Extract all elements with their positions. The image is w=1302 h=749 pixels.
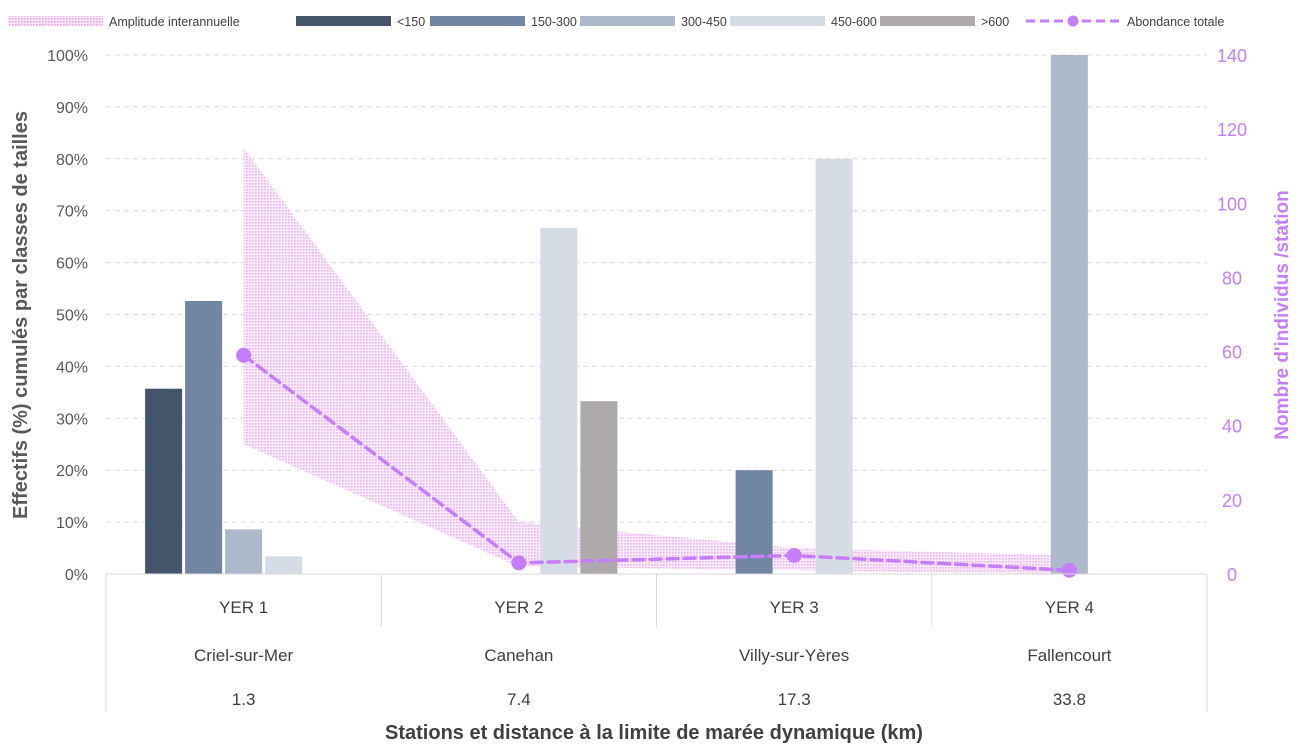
- legend-swatch-marker: [1067, 15, 1079, 27]
- legend-label: >600: [981, 15, 1009, 29]
- bar: [815, 158, 853, 575]
- y-right-tick-label: 20: [1222, 491, 1242, 511]
- bar: [145, 388, 183, 574]
- y-right-tick-label: 140: [1217, 46, 1247, 66]
- abundance-point: [786, 547, 802, 563]
- y-left-tick-label: 10%: [56, 515, 88, 532]
- y-right-axis-title: Nombre d'individus /station: [1272, 190, 1293, 439]
- legend-swatch-bar: [430, 16, 525, 26]
- y-left-tick-label: 70%: [56, 204, 88, 221]
- legend-label: Abondance totale: [1127, 15, 1224, 29]
- category-distance-label: 33.8: [1053, 690, 1086, 709]
- category-place-label: Villy-sur-Yères: [739, 646, 849, 665]
- amplitude-band: [243, 147, 1070, 574]
- category-place-label: Fallencourt: [1027, 646, 1111, 665]
- legend-swatch-bar: [580, 16, 675, 26]
- category-station-label: YER 1: [219, 598, 268, 617]
- y-left-tick-label: 60%: [56, 256, 88, 273]
- abundance-line: [241, 353, 1072, 573]
- legend-swatch-amplitude: [8, 16, 103, 26]
- legend-swatch-bar: [296, 16, 391, 26]
- y-left-tick-label: 20%: [56, 463, 88, 480]
- category-station-label: YER 4: [1045, 598, 1094, 617]
- bar: [1050, 55, 1088, 574]
- legend-swatch-bar: [730, 16, 825, 26]
- y-left-tick-label: 40%: [56, 359, 88, 376]
- bar: [265, 556, 303, 574]
- y-right-tick-label: 120: [1217, 120, 1247, 140]
- y-left-tick-label: 0%: [65, 567, 88, 584]
- y-left-tick-label: 30%: [56, 411, 88, 428]
- category-station-label: YER 3: [770, 598, 819, 617]
- axis-layer: 0% 10% 20% 30% 40% 50% 60% 70% 80% 90% 100% 0 20 40 60…: [47, 46, 1247, 712]
- category-distance-label: 7.4: [507, 690, 531, 709]
- category-distance-label: 1.3: [232, 690, 256, 709]
- abundance-point: [236, 347, 252, 363]
- bar: [185, 301, 223, 574]
- category-place-label: Criel-sur-Mer: [194, 646, 294, 665]
- legend-label: 150-300: [531, 15, 577, 29]
- bar-layer: [145, 55, 1088, 575]
- bar: [540, 227, 578, 574]
- legend-label: Amplitude interannuelle: [109, 15, 240, 29]
- y-left-tick-label: 50%: [56, 308, 88, 325]
- category-distance-label: 17.3: [778, 690, 811, 709]
- line-layer: [236, 347, 1077, 578]
- y-left-tick-label: 100%: [47, 48, 88, 65]
- y-right-tick-label: 100: [1217, 194, 1247, 214]
- y-right-tick-label: 60: [1222, 343, 1242, 363]
- y-left-axis-title: Effectifs (%) cumulés par classes de tai…: [10, 111, 32, 519]
- legend-layer: Amplitude interannuelle <150 150-300 300-45…: [8, 15, 1224, 29]
- range-layer: [243, 147, 1070, 574]
- legend-label: <150: [397, 15, 425, 29]
- y-right-tick-label: 0: [1227, 565, 1237, 585]
- x-axis-title: Stations et distance à la limite de maré…: [385, 722, 923, 744]
- y-right-tick-label: 40: [1222, 417, 1242, 437]
- abundance-point: [1061, 562, 1077, 578]
- y-left-tick-label: 80%: [56, 152, 88, 169]
- abundance-point: [511, 555, 527, 571]
- category-station-label: YER 2: [494, 598, 543, 617]
- bar: [225, 529, 263, 574]
- y-right-tick-label: 80: [1222, 268, 1242, 288]
- y-left-tick-label: 90%: [56, 100, 88, 117]
- legend-label: 300-450: [681, 15, 727, 29]
- bar: [580, 401, 618, 574]
- legend-swatch-bar: [880, 16, 975, 26]
- legend-label: 450-600: [831, 15, 877, 29]
- category-place-label: Canehan: [484, 646, 553, 665]
